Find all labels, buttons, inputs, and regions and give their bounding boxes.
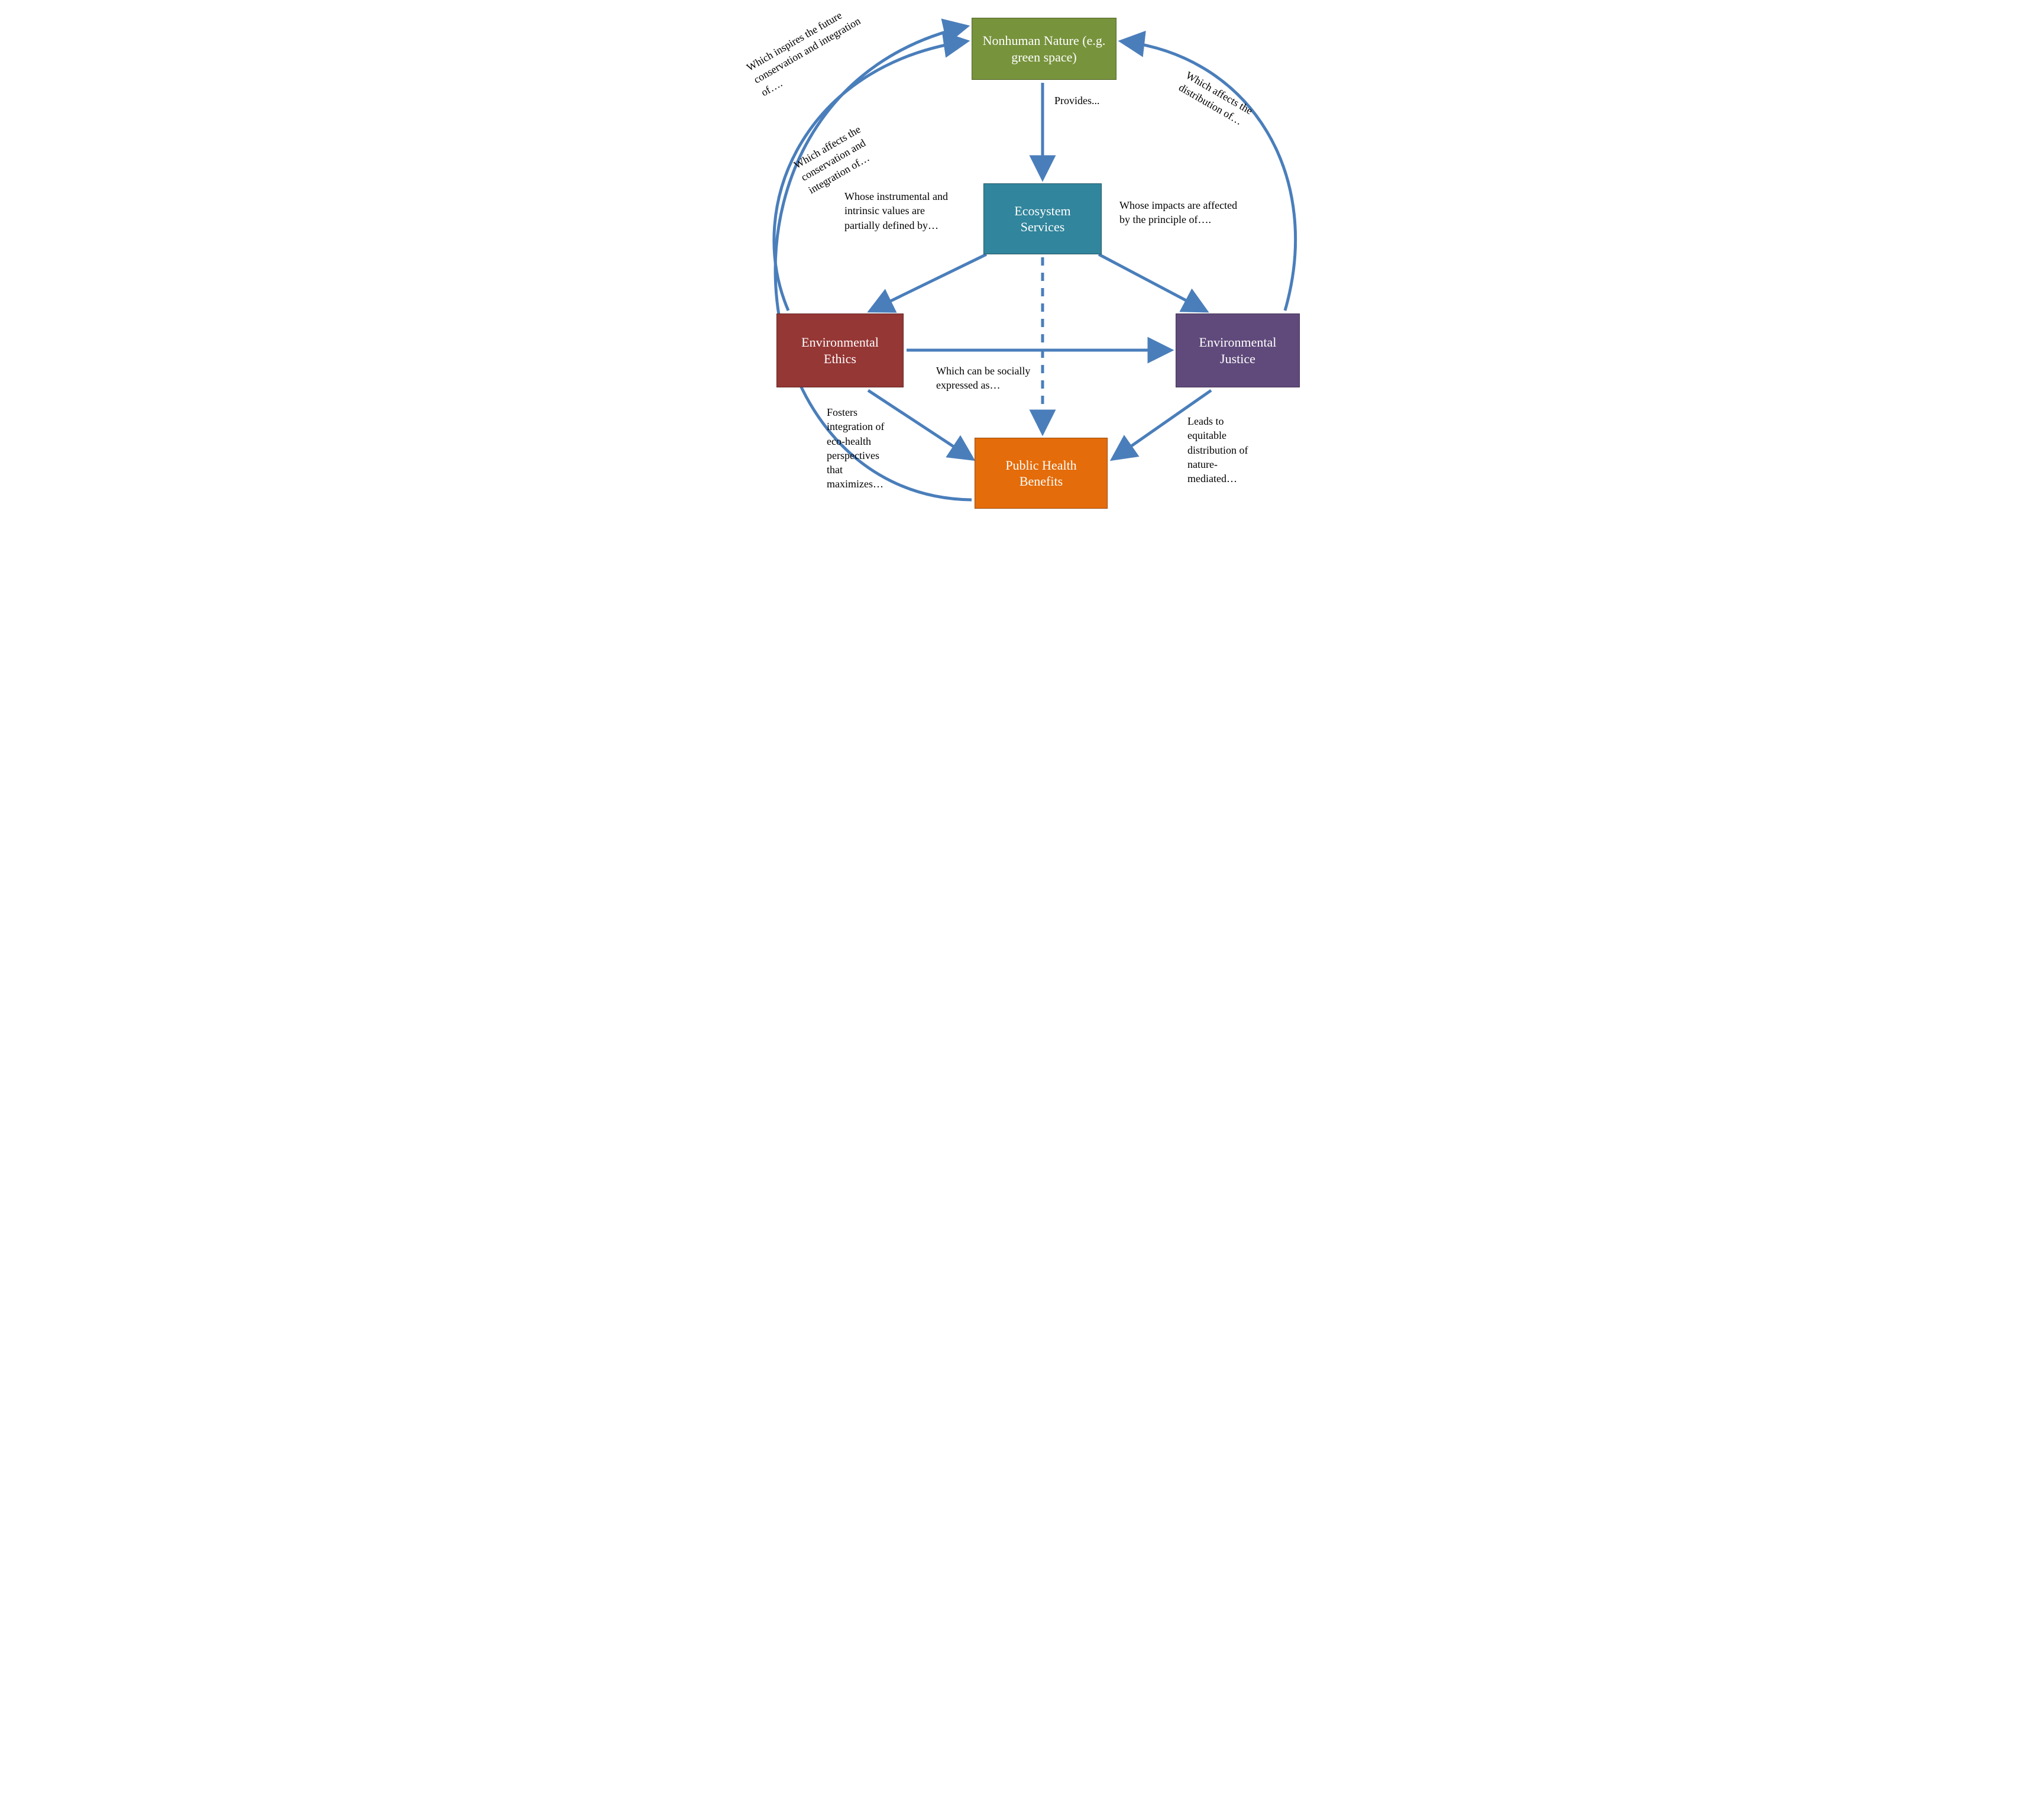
node-ecosystem-services: Ecosystem Services — [983, 183, 1102, 254]
edge-eco-to-justice — [1099, 254, 1205, 311]
label-fosters: Fosters integration of eco-health perspe… — [827, 405, 915, 492]
label-leads-to: Leads to equitable distribution of natur… — [1187, 414, 1276, 486]
label-inspires: Which inspires the future conservation a… — [744, 0, 919, 99]
label-impacts-affected: Whose impacts are affected by the princi… — [1119, 198, 1273, 227]
node-environmental-justice: Environmental Justice — [1176, 313, 1300, 387]
diagram-canvas: Nonhuman Nature (e.g. green space) Ecosy… — [708, 0, 1318, 556]
label-affects-conservation: Which affects the conservation and integ… — [791, 95, 925, 197]
label-values-defined: Whose instrumental and intrinsic values … — [844, 189, 980, 232]
node-public-health-benefits: Public Health Benefits — [975, 438, 1108, 509]
node-environmental-ethics-label: Environmental Ethics — [785, 334, 895, 367]
node-nonhuman-nature-label: Nonhuman Nature (e.g. green space) — [980, 33, 1108, 65]
node-nonhuman-nature: Nonhuman Nature (e.g. green space) — [972, 18, 1116, 80]
label-socially-expressed: Which can be socially expressed as… — [936, 364, 1072, 393]
edge-eco-to-ethics — [871, 254, 986, 311]
label-provides: Provides... — [1054, 93, 1173, 108]
node-public-health-benefits-label: Public Health Benefits — [983, 457, 1099, 490]
label-affects-distribution: Which affects the distribution of… — [1176, 68, 1303, 158]
node-ecosystem-services-label: Ecosystem Services — [992, 203, 1093, 235]
node-environmental-ethics: Environmental Ethics — [776, 313, 904, 387]
node-environmental-justice-label: Environmental Justice — [1184, 334, 1291, 367]
